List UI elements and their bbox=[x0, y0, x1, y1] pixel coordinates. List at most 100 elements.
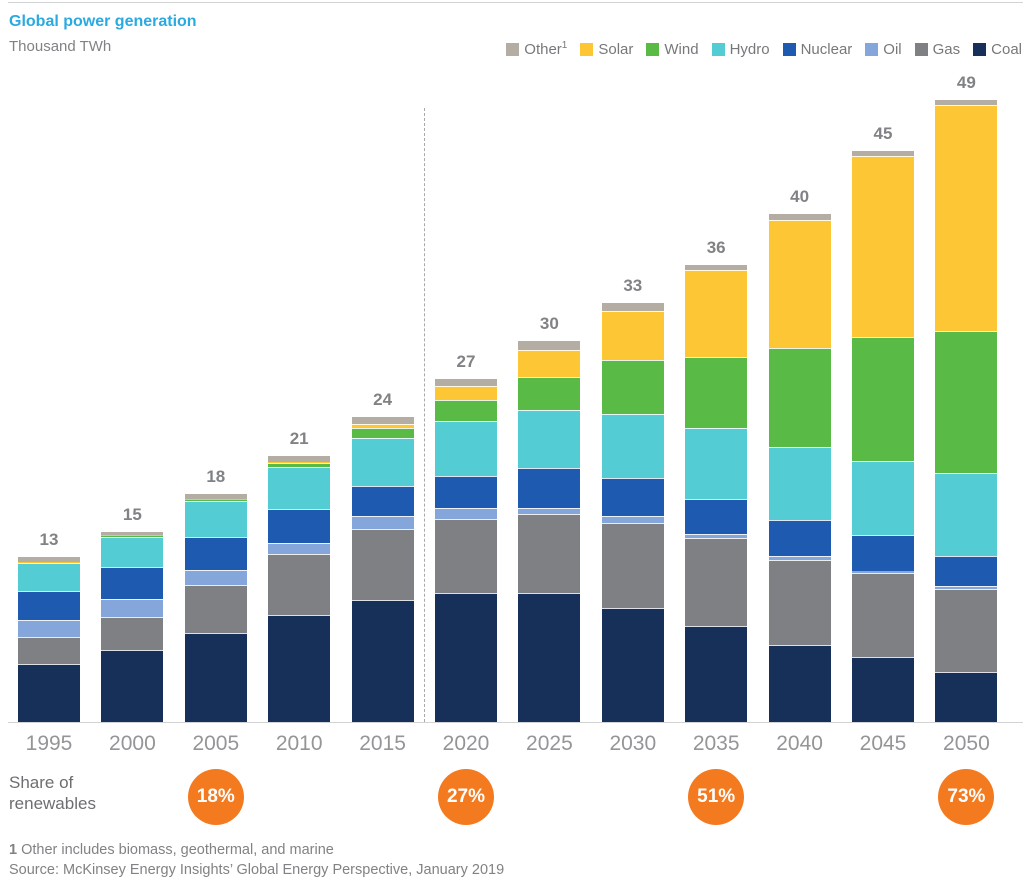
bar-2035-segment-oil bbox=[685, 534, 748, 538]
share-badge-2005: 18% bbox=[187, 769, 244, 825]
bar-1995-segment-other bbox=[18, 557, 80, 563]
bar-2025-segment-other bbox=[518, 341, 581, 351]
legend-label: Oil bbox=[883, 40, 902, 58]
bar-2045-segment-hydro bbox=[852, 460, 914, 536]
bar-2015-segment-hydro bbox=[351, 437, 414, 486]
bar-2010 bbox=[268, 455, 331, 722]
bar-2035-segment-hydro bbox=[685, 427, 748, 499]
bar-2005-segment-nuclear bbox=[184, 536, 247, 570]
bar-2010-segment-oil bbox=[268, 543, 331, 555]
bar-2010-segment-nuclear bbox=[268, 508, 331, 544]
bar-2030-segment-hydro bbox=[601, 413, 664, 479]
bar-2015-segment-other bbox=[351, 417, 414, 424]
bar-2010-segment-hydro bbox=[268, 466, 331, 509]
bar-2015-segment-nuclear bbox=[351, 485, 414, 517]
bar-2040-segment-solar bbox=[768, 220, 831, 349]
legend-item-hydro: Hydro bbox=[711, 41, 770, 58]
bar-2020-segment-solar bbox=[435, 385, 497, 400]
bar-2030-segment-solar bbox=[601, 310, 664, 361]
bar-2045-segment-oil bbox=[852, 570, 914, 574]
bar-2020-segment-other bbox=[435, 379, 497, 386]
bar-2000-segment-coal bbox=[101, 649, 164, 722]
x-axis-label-2025: 2025 bbox=[526, 732, 573, 755]
legend-label: Gas bbox=[932, 40, 961, 58]
bar-2025-segment-hydro bbox=[518, 409, 581, 469]
bar-total-label-2050: 49 bbox=[956, 73, 976, 93]
bar-2040-segment-gas bbox=[768, 559, 831, 645]
bar-2030-segment-wind bbox=[601, 360, 664, 414]
bar-total-label-2040: 40 bbox=[790, 187, 810, 207]
bar-2010-segment-coal bbox=[268, 615, 331, 722]
bar-2040-segment-other bbox=[768, 214, 831, 221]
bar-2030-segment-nuclear bbox=[601, 478, 664, 517]
legend-swatch-solar-icon bbox=[580, 42, 594, 56]
bar-total-label-2005: 18 bbox=[206, 466, 226, 486]
bar-total-label-2020: 27 bbox=[456, 352, 476, 372]
bar-total-label-1995: 13 bbox=[39, 530, 59, 550]
x-axis-label-2015: 2015 bbox=[359, 732, 406, 755]
bar-2000 bbox=[101, 531, 164, 722]
legend-item-nuclear: Nuclear bbox=[782, 41, 852, 58]
bar-2020-segment-gas bbox=[435, 518, 497, 593]
bar-2015-segment-oil bbox=[351, 516, 414, 530]
bar-2030-segment-oil bbox=[601, 516, 664, 523]
x-axis-label-2050: 2050 bbox=[943, 732, 990, 755]
bar-2045-segment-gas bbox=[852, 573, 914, 658]
legend-swatch-coal-icon bbox=[973, 42, 987, 56]
x-axis-label-2040: 2040 bbox=[776, 732, 823, 755]
share-of-renewables-label: Share of renewables bbox=[9, 772, 96, 814]
bar-2045 bbox=[852, 150, 914, 722]
top-divider-rule bbox=[8, 2, 1023, 3]
legend-label: Other1 bbox=[524, 40, 568, 58]
bar-2015-segment-gas bbox=[351, 529, 414, 601]
chart-title: Global power generation bbox=[9, 13, 197, 30]
bar-2005 bbox=[184, 493, 247, 722]
bar-2005-segment-oil bbox=[184, 569, 247, 585]
legend-item-other: Other1 bbox=[506, 40, 567, 58]
bar-2020 bbox=[435, 379, 497, 722]
bar-2025-segment-gas bbox=[518, 513, 581, 593]
bar-2005-segment-wind bbox=[184, 499, 247, 502]
bar-2020-segment-oil bbox=[435, 507, 497, 519]
bar-2035-segment-wind bbox=[685, 356, 748, 428]
legend-swatch-wind-icon bbox=[646, 42, 660, 56]
bar-total-label-2000: 15 bbox=[122, 504, 142, 524]
bar-2005-segment-hydro bbox=[184, 501, 247, 537]
source-line: Source: McKinsey Energy Insights’ Global… bbox=[9, 862, 505, 878]
bar-2005-segment-solar bbox=[184, 499, 247, 500]
bar-2035-segment-coal bbox=[685, 625, 748, 722]
bar-2050-segment-solar bbox=[935, 105, 998, 332]
bar-2030-segment-gas bbox=[601, 522, 664, 608]
bar-total-label-2045: 45 bbox=[873, 123, 893, 143]
bar-2005-segment-other bbox=[184, 493, 247, 500]
x-axis-label-2010: 2010 bbox=[275, 732, 323, 755]
legend-label: Wind bbox=[664, 40, 699, 58]
bar-2015 bbox=[351, 417, 414, 722]
share-of-renewables-label-line1: Share of bbox=[9, 773, 74, 792]
x-axis-line bbox=[8, 722, 1023, 723]
bar-total-label-2015: 24 bbox=[373, 390, 393, 410]
bar-2035 bbox=[685, 265, 748, 722]
bar-1995 bbox=[18, 557, 80, 722]
bar-2035-segment-nuclear bbox=[685, 498, 748, 535]
bar-total-label-2010: 21 bbox=[289, 428, 309, 448]
bar-2010-segment-wind bbox=[268, 463, 331, 467]
bar-2000-segment-nuclear bbox=[101, 567, 164, 599]
bar-1995-segment-oil bbox=[18, 620, 80, 637]
bar-2000-segment-other bbox=[101, 531, 164, 536]
bar-1995-segment-gas bbox=[18, 636, 80, 664]
bar-2015-segment-solar bbox=[351, 423, 414, 428]
x-axis-label-2045: 2045 bbox=[859, 732, 907, 755]
bar-2025-segment-nuclear bbox=[518, 468, 581, 508]
bar-total-label-2030: 33 bbox=[623, 276, 643, 296]
legend-label: Solar bbox=[598, 40, 634, 58]
share-badge-2035: 51% bbox=[688, 769, 745, 825]
legend-item-oil: Oil bbox=[865, 40, 902, 58]
bar-1995-segment-nuclear bbox=[18, 591, 80, 621]
share-of-renewables-label-line2: renewables bbox=[9, 794, 96, 813]
bar-2050-segment-wind bbox=[935, 331, 998, 474]
bar-2050 bbox=[935, 100, 998, 722]
legend: Other1 Solar Wind Hydro Nuclear Oil Gas Coal bbox=[506, 40, 1022, 58]
bar-2020-segment-coal bbox=[435, 592, 497, 722]
bar-2045-segment-coal bbox=[852, 657, 914, 722]
